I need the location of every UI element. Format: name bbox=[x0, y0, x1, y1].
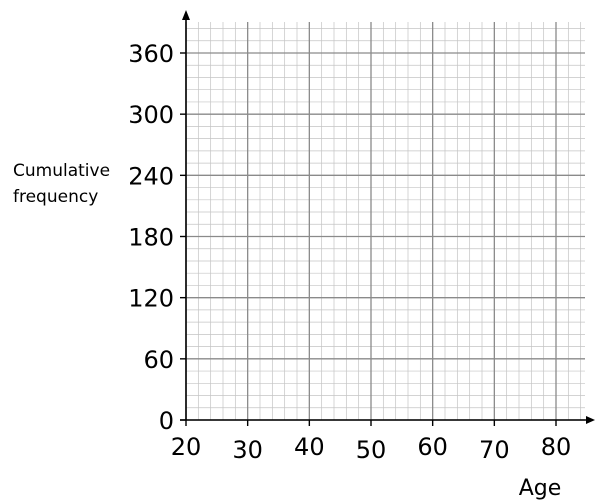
y-tick-label: 360 bbox=[128, 40, 174, 68]
x-tick-label: 50 bbox=[356, 436, 387, 464]
minor-grid bbox=[186, 22, 585, 420]
x-axis-arrowhead bbox=[586, 416, 595, 424]
x-ticks: 20 30 40 50 60 70 80 bbox=[171, 420, 572, 464]
y-tick-label: 180 bbox=[128, 224, 174, 252]
y-ticks: 0 60 120 180 240 300 360 bbox=[128, 40, 186, 435]
y-tick-label: 240 bbox=[128, 162, 174, 190]
y-axis-arrowhead bbox=[182, 10, 190, 20]
y-axis-label-line-2: frequency bbox=[13, 187, 99, 207]
y-tick-label: 0 bbox=[159, 407, 174, 435]
major-grid bbox=[185, 22, 585, 421]
x-tick-label: 60 bbox=[417, 433, 448, 461]
x-tick-label: 70 bbox=[479, 436, 510, 464]
axes bbox=[180, 10, 595, 424]
y-tick-label: 300 bbox=[128, 101, 174, 129]
y-axis-label: Cumulative frequency bbox=[13, 158, 118, 210]
x-axis-label: Age bbox=[519, 476, 562, 501]
x-tick-label: 20 bbox=[171, 433, 202, 461]
y-tick-label: 120 bbox=[128, 285, 174, 313]
x-tick-label: 80 bbox=[541, 433, 572, 461]
x-tick-label: 40 bbox=[294, 433, 325, 461]
x-tick-label: 30 bbox=[232, 436, 263, 464]
y-axis-label-line-1: Cumulative bbox=[13, 161, 111, 181]
y-tick-label: 60 bbox=[143, 346, 174, 374]
